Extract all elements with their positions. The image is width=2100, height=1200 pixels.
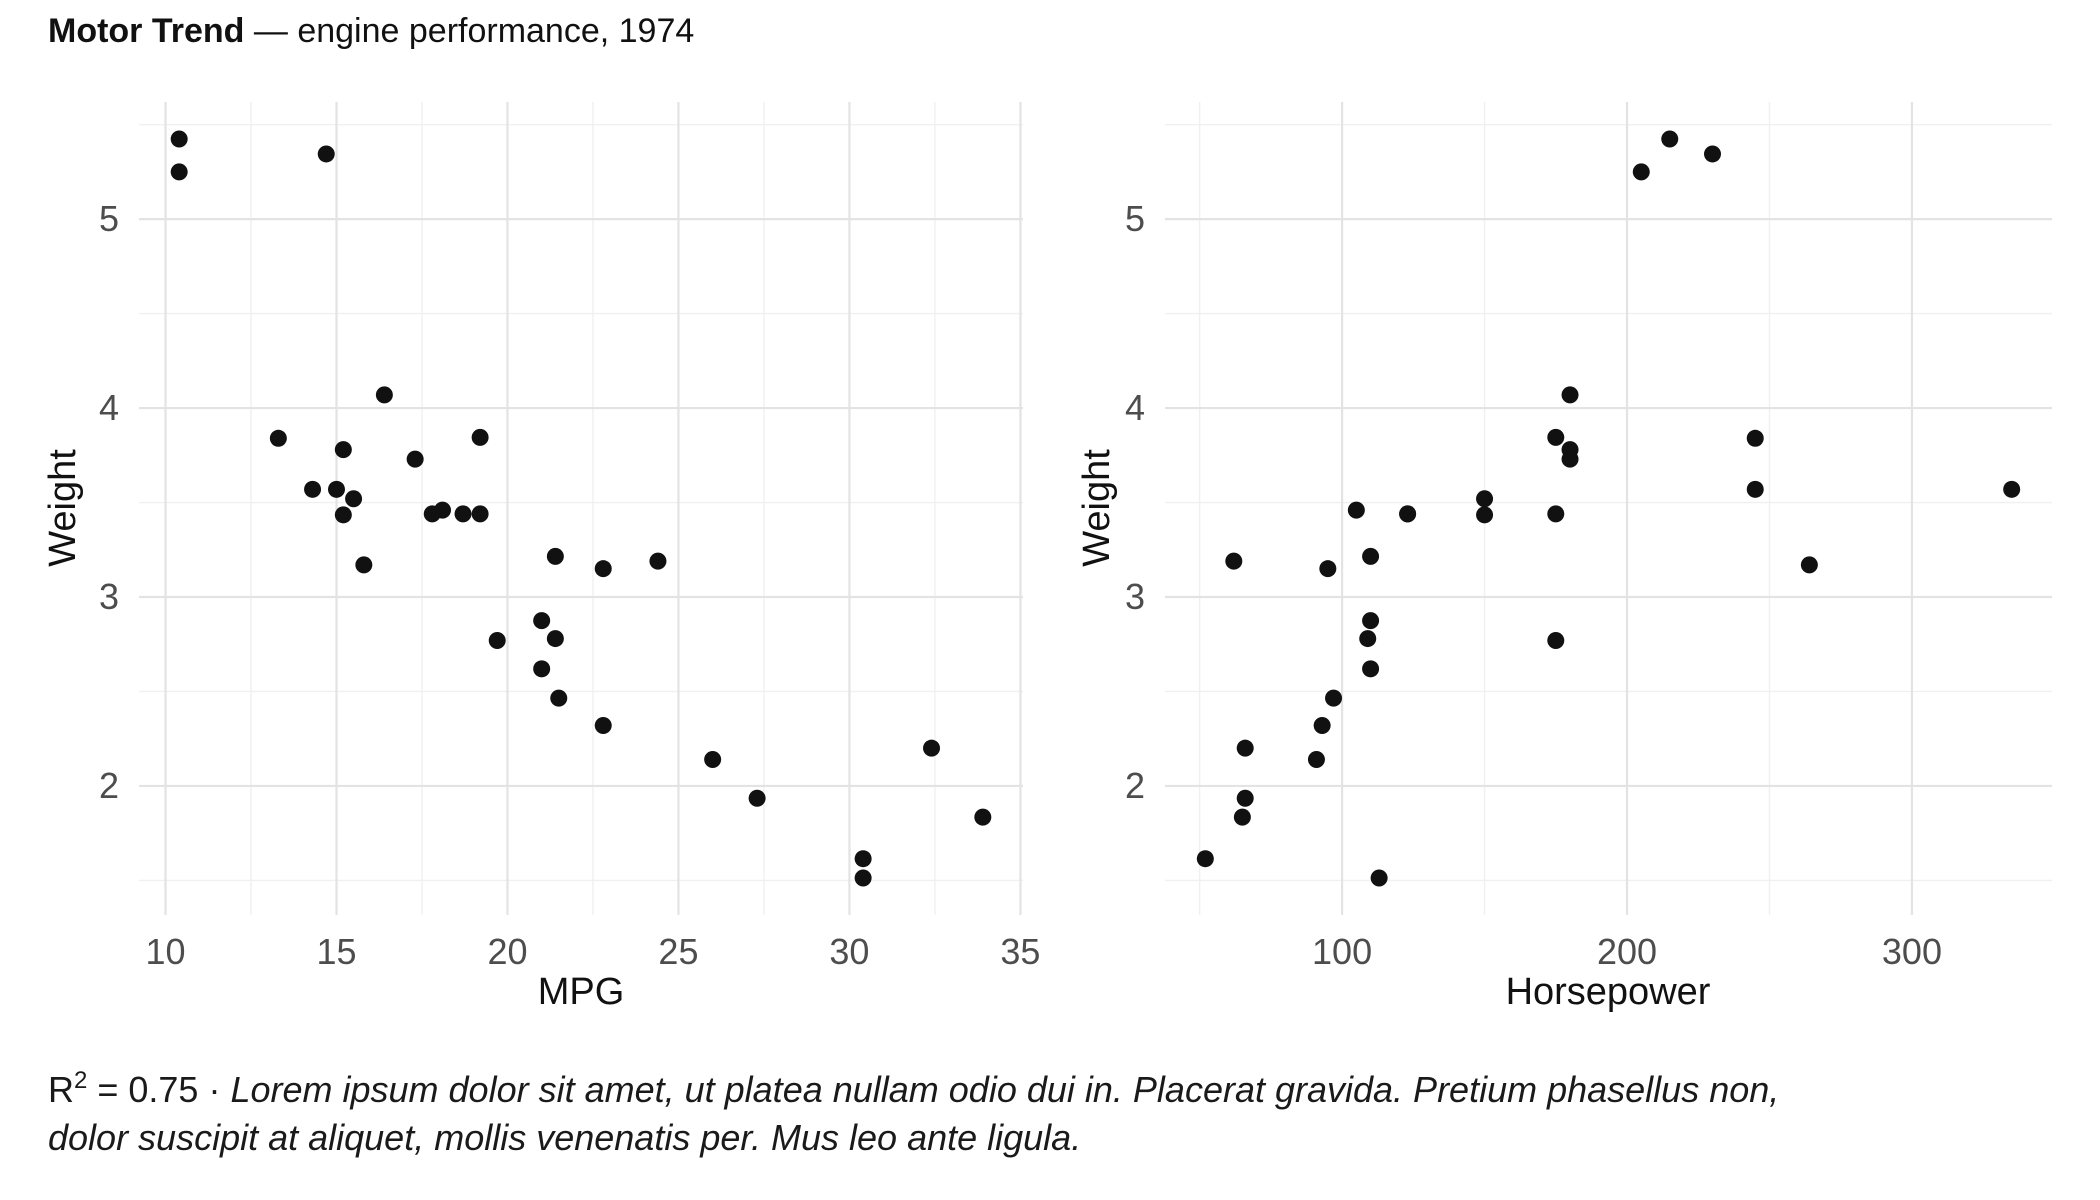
data-point	[1547, 428, 1565, 446]
data-point	[533, 612, 551, 630]
data-point	[355, 556, 373, 574]
data-point	[1370, 869, 1388, 887]
y-tick-label: 5	[98, 198, 119, 240]
caption-lorem-line1: Lorem ipsum dolor sit amet, ut platea nu…	[230, 1069, 1780, 1110]
data-point	[2003, 480, 2021, 498]
caption-r2-stat: R2 = 0.75 ·	[48, 1067, 231, 1111]
data-point	[304, 480, 322, 498]
data-point	[1233, 808, 1251, 826]
data-point	[533, 660, 551, 678]
data-point	[1561, 386, 1579, 404]
data-point	[1746, 480, 1764, 498]
data-point	[1319, 560, 1337, 578]
x-tick-label: 20	[487, 931, 528, 972]
data-point	[1547, 631, 1565, 649]
data-point	[1362, 612, 1380, 630]
data-point	[317, 145, 335, 163]
data-point	[594, 560, 612, 578]
data-point	[1362, 660, 1380, 678]
data-point	[334, 506, 352, 524]
y-tick-label: 3	[98, 576, 119, 618]
data-point	[1196, 850, 1214, 868]
data-point	[1307, 751, 1325, 769]
x-tick-label: 200	[1596, 931, 1658, 972]
data-point	[269, 429, 287, 447]
x-tick-label: 30	[829, 931, 870, 972]
data-point	[170, 130, 188, 148]
data-point	[1347, 501, 1365, 519]
plot-title-brand: Motor Trend	[48, 12, 245, 50]
data-point	[1236, 739, 1254, 757]
x-axis-title-horsepower: Horsepower	[1505, 971, 1711, 1013]
data-point	[704, 751, 722, 769]
data-point	[854, 850, 872, 868]
data-point	[748, 789, 766, 807]
data-point	[1399, 505, 1417, 523]
x-tick-label: 10	[145, 931, 186, 972]
y-axis-title-weight-left: Weight	[42, 449, 84, 567]
data-point	[1561, 441, 1579, 459]
y-tick-label: 4	[1124, 387, 1145, 429]
y-tick-label: 2	[1124, 764, 1145, 806]
data-point	[1704, 145, 1722, 163]
data-point	[1225, 552, 1243, 570]
data-point	[546, 547, 564, 565]
data-point	[594, 716, 612, 734]
data-point	[1325, 689, 1343, 707]
data-point	[471, 505, 489, 523]
data-point	[1746, 429, 1764, 447]
x-tick-label: 100	[1312, 931, 1373, 972]
data-point	[1313, 716, 1331, 734]
y-tick-label: 5	[1124, 198, 1145, 240]
data-point	[1800, 556, 1818, 574]
plot-title-subtitle: — engine performance, 1974	[244, 12, 695, 50]
data-point	[454, 505, 472, 523]
y-axis-title-weight-right: Weight	[1076, 449, 1118, 567]
x-tick-label: 300	[1881, 931, 1942, 972]
data-point	[1236, 789, 1254, 807]
y-tick-label: 4	[98, 387, 119, 429]
data-point	[1661, 130, 1679, 148]
caption: R2 = 0.75 · Lorem ipsum dolor sit amet, …	[48, 1066, 1779, 1162]
data-point	[974, 808, 992, 826]
y-tick-label: 2	[98, 764, 119, 806]
data-point	[546, 630, 564, 648]
x-axis-title-mpg: MPG	[537, 971, 625, 1013]
data-point	[1476, 506, 1494, 524]
data-point	[375, 386, 393, 404]
data-point	[1476, 490, 1494, 508]
data-point	[649, 552, 667, 570]
x-tick-label: 15	[316, 931, 357, 972]
data-point	[550, 689, 568, 707]
data-point	[170, 163, 188, 181]
data-point	[471, 428, 489, 446]
data-point	[334, 441, 352, 459]
x-tick-label: 35	[1000, 931, 1041, 972]
data-point	[1362, 547, 1380, 565]
data-point	[406, 450, 424, 468]
data-point	[1547, 505, 1565, 523]
data-point	[1632, 163, 1650, 181]
plot-title: Motor Trend — engine performance, 1974	[48, 10, 694, 52]
caption-line-1: R2 = 0.75 · Lorem ipsum dolor sit amet, …	[48, 1066, 1779, 1114]
x-tick-label: 25	[658, 931, 699, 972]
data-point	[1359, 630, 1377, 648]
data-point	[923, 739, 941, 757]
data-point	[327, 480, 345, 498]
data-point	[488, 631, 506, 649]
caption-lorem-line2: dolor suscipit at aliquet, mollis venena…	[48, 1117, 1082, 1158]
data-point	[345, 490, 363, 508]
data-point	[854, 869, 872, 887]
data-point	[423, 505, 441, 523]
y-tick-label: 3	[1124, 576, 1145, 618]
